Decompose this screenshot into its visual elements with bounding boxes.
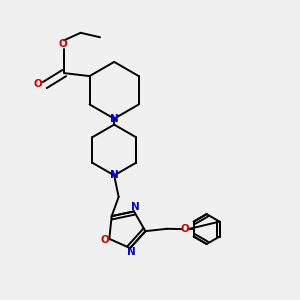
Text: N: N — [110, 170, 118, 180]
Text: N: N — [110, 114, 118, 124]
Text: N: N — [127, 247, 136, 257]
Text: O: O — [100, 235, 109, 245]
Text: O: O — [34, 79, 43, 88]
Text: N: N — [131, 202, 140, 212]
Text: O: O — [59, 39, 68, 49]
Text: O: O — [181, 224, 190, 234]
